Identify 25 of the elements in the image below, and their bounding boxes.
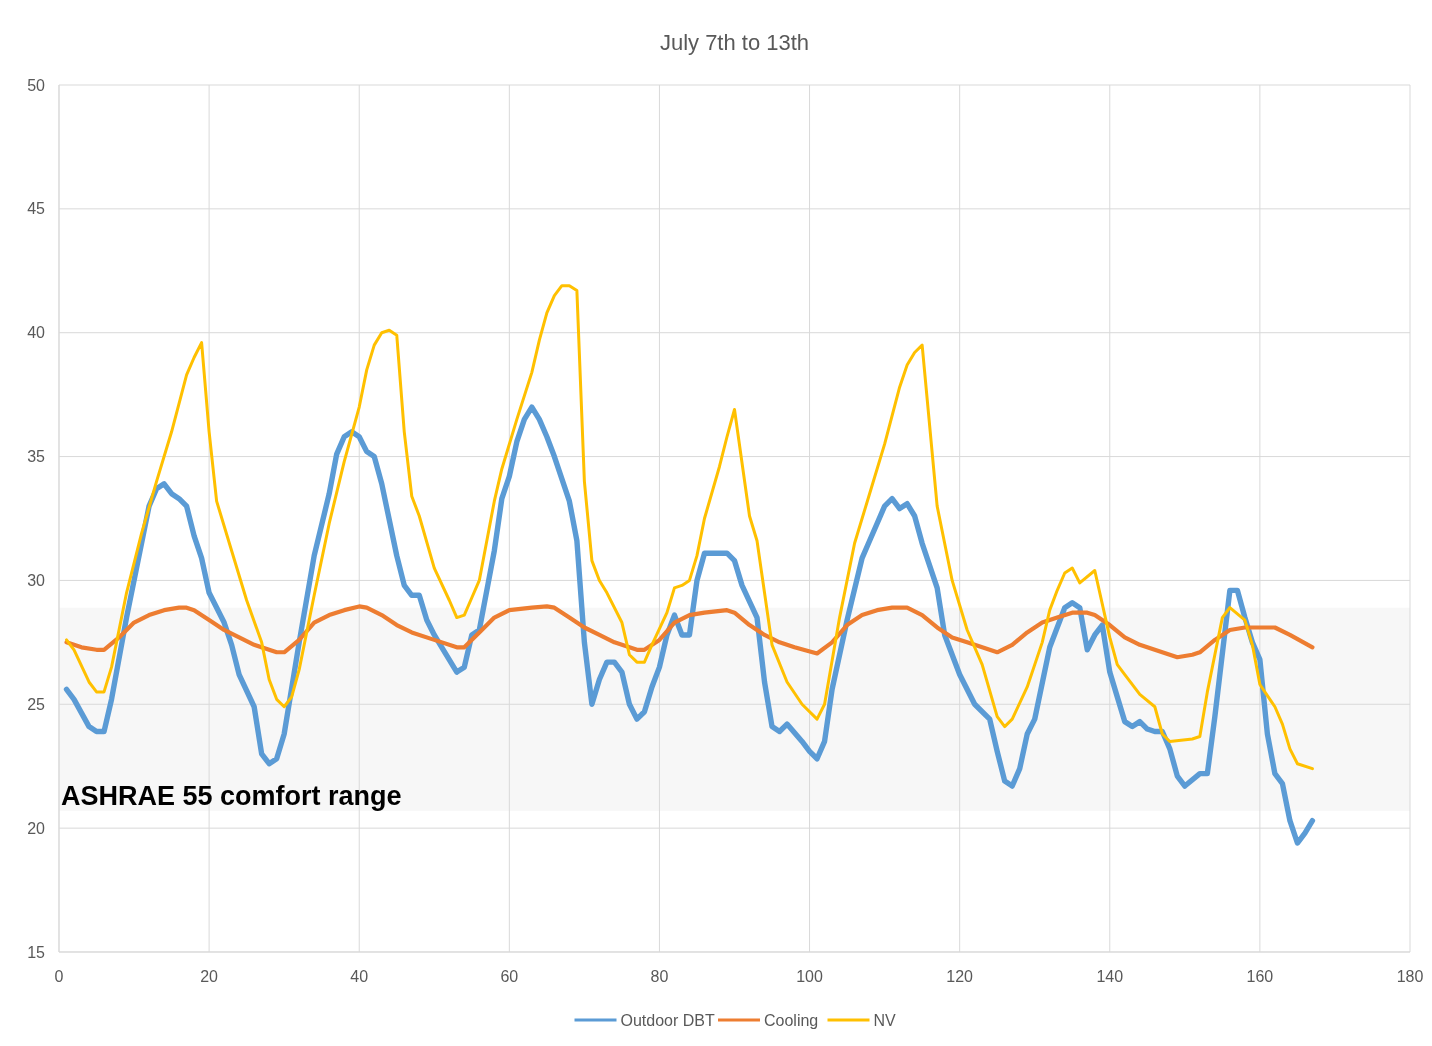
x-tick-label: 40 xyxy=(350,968,369,985)
x-tick-label: 0 xyxy=(54,968,64,985)
y-tick-label: 45 xyxy=(27,200,46,218)
line-series xyxy=(64,604,1315,660)
x-tick-label: 20 xyxy=(200,968,219,985)
legend-label: Outdoor DBT xyxy=(620,1011,715,1029)
line-series xyxy=(65,284,1314,771)
y-tick-label: 30 xyxy=(27,572,46,590)
x-tick-label: 140 xyxy=(1096,968,1124,985)
x-tick-label: 120 xyxy=(946,968,974,985)
x-tick-label: 160 xyxy=(1246,968,1274,985)
y-tick-label: 35 xyxy=(27,448,46,466)
x-tick-label: 60 xyxy=(500,968,519,985)
legend-label: NV xyxy=(873,1011,897,1029)
x-tick-label: 100 xyxy=(796,968,823,985)
legend-label: Cooling xyxy=(764,1011,819,1029)
y-tick-label: 40 xyxy=(27,324,46,342)
y-tick-label: 25 xyxy=(27,695,46,713)
x-tick-label: 180 xyxy=(1396,968,1424,985)
y-tick-label: 15 xyxy=(27,943,46,961)
y-tick-label: 20 xyxy=(27,819,46,837)
chart-title: July 7th to 13th xyxy=(659,30,810,55)
x-tick-label: 80 xyxy=(650,968,669,985)
band-label: ASHRAE 55 comfort range xyxy=(61,780,402,811)
y-tick-label: 50 xyxy=(27,76,46,94)
